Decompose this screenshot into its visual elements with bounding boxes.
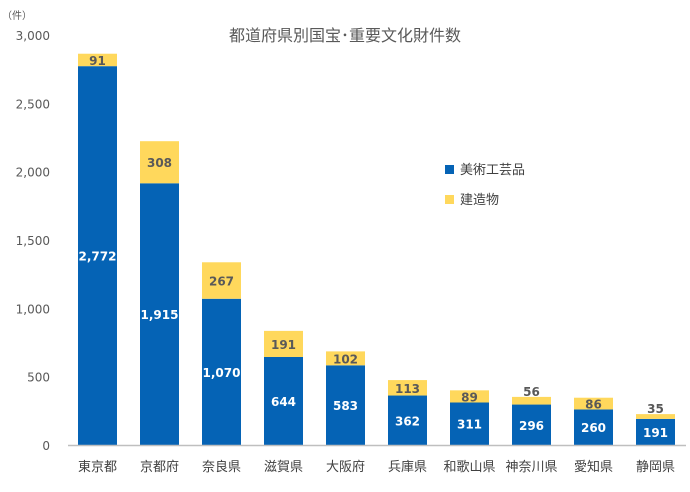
data-label-building: 113 [395,382,420,396]
x-axis: 東京都 京都府 奈良県 滋賀県 大阪府 兵庫県 和歌山県 神奈川県 愛知県 静岡県 [78,459,675,475]
x-tick-label: 京都府 [140,460,179,475]
legend-label-art: 美術工芸品 [460,162,525,178]
legend-swatch-art [445,165,454,174]
y-tick-label: 0 [42,439,50,453]
unit-label: （件） [2,10,32,22]
data-label-building: 89 [461,390,478,404]
data-label-building: 308 [147,156,172,170]
bar-art [388,395,427,445]
x-tick-label: 神奈川県 [505,460,557,475]
bar-building [574,397,613,410]
y-tick-label: 2,000 [16,166,50,180]
data-label-art: 1,070 [203,366,241,380]
x-tick-label: 大阪府 [326,460,365,475]
x-tick-label: 和歌山県 [443,460,495,475]
bar-building [264,330,303,357]
y-tick-label: 2,500 [16,97,50,111]
data-label-building: 191 [271,338,296,352]
data-label-art: 362 [395,414,420,428]
bar-building [202,262,241,299]
bar-art [574,409,613,445]
bar-art [450,402,489,445]
bar-art [202,298,241,445]
data-label-building: 56 [523,385,540,399]
x-tick-label: 兵庫県 [388,460,427,475]
data-label-art: 2,772 [79,250,117,264]
bar-building [140,141,179,184]
bar-art [636,418,675,445]
data-label-art: 583 [333,399,358,413]
y-tick-label: 1,000 [16,302,50,316]
y-tick-label: 3,000 [16,29,50,43]
data-label-art: 260 [581,421,606,435]
legend: 美術工芸品 建造物 [445,162,525,208]
data-label-art: 191 [643,426,668,440]
data-label-art: 644 [271,395,296,409]
bar-art [78,66,117,445]
bar-building [512,396,551,405]
bar-building [388,380,427,396]
bar-art [140,183,179,446]
bar-building [326,351,365,366]
x-tick-label: 静岡県 [636,460,675,475]
chart-title: 都道府県別国宝･重要文化財件数 [229,26,461,45]
data-label-art: 311 [457,418,482,432]
bar-building [78,53,117,67]
data-label-art: 1,915 [141,308,179,322]
bar-art [264,356,303,445]
bar-building [450,390,489,403]
x-tick-label: 奈良県 [202,459,241,475]
data-label-building: 102 [333,352,358,366]
data-label-building: 267 [209,275,234,289]
data-label-art: 296 [519,419,544,433]
y-axis: 0 500 1,000 1,500 2,000 2,500 3,000 [16,29,50,453]
x-tick-label: 東京都 [78,459,117,475]
x-tick-label: 滋賀県 [264,460,303,475]
bar-art [512,404,551,445]
data-label-building: 86 [585,398,602,412]
y-tick-label: 500 [27,371,50,385]
x-tick-label: 愛知県 [574,459,613,475]
bar-art [326,365,365,445]
y-tick-label: 1,500 [16,234,50,248]
data-label-building: 91 [89,54,106,68]
legend-swatch-building [445,195,454,204]
bars: 2,772 91 1,915 308 1,070 267 644 191 583 102 362 11… [78,53,675,446]
bar-building [636,414,675,419]
data-label-building: 35 [647,402,664,416]
legend-label-building: 建造物 [460,193,499,208]
